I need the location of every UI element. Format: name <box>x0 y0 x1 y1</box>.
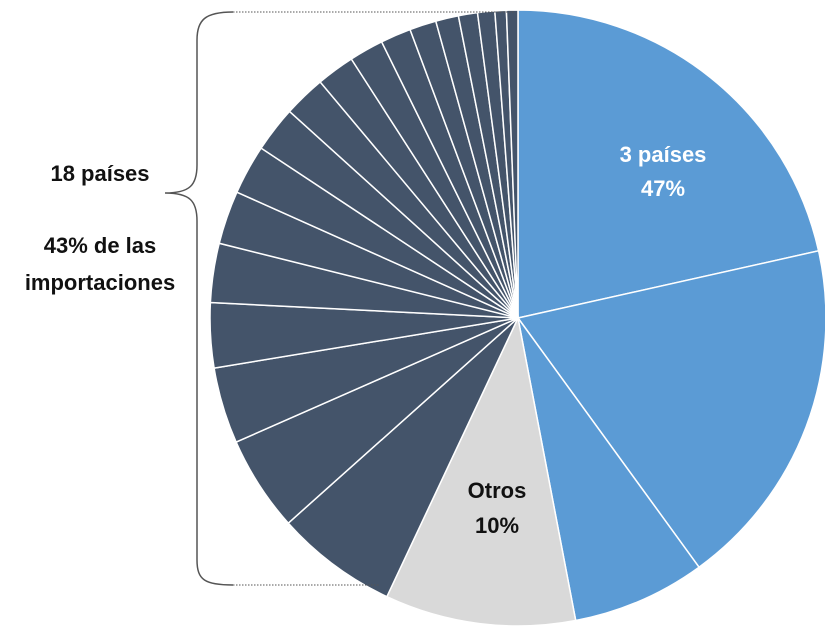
pie-slice <box>385 315 577 627</box>
pie-slice <box>287 317 519 598</box>
pie-slice <box>517 317 701 622</box>
annotation: 43% de las <box>44 233 157 258</box>
annotation: 3 países <box>620 142 707 167</box>
annotation: 10% <box>475 513 519 538</box>
annotation: 18 países <box>50 161 149 186</box>
annotation: Otros <box>468 478 527 503</box>
pie <box>209 9 825 627</box>
pie-slice <box>517 9 820 319</box>
annotation: 47% <box>641 176 685 201</box>
annotation: importaciones <box>25 270 175 295</box>
brace <box>164 11 234 586</box>
pie-slice <box>505 9 519 319</box>
